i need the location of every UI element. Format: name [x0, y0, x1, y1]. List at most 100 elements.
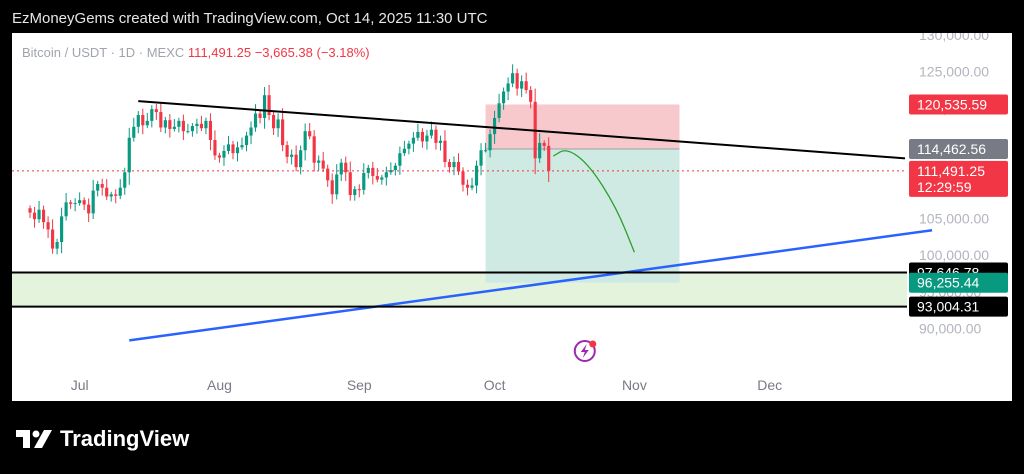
candle — [547, 137, 551, 182]
candle-body — [348, 172, 352, 196]
candle-body — [190, 126, 194, 132]
candle — [159, 102, 163, 133]
candle — [285, 141, 289, 164]
candle — [267, 84, 271, 121]
candle-body — [380, 177, 384, 180]
candle-body — [429, 129, 434, 136]
candle — [41, 205, 46, 229]
candle — [226, 136, 231, 155]
candle — [145, 112, 149, 129]
candle-body — [438, 140, 443, 143]
candle-body — [114, 194, 118, 196]
candle — [515, 68, 519, 96]
candle — [294, 145, 298, 172]
candle-body — [375, 175, 379, 180]
candle-body — [37, 209, 41, 220]
candle — [339, 158, 343, 182]
candle-body — [398, 153, 402, 166]
candle-body — [244, 135, 249, 146]
candle-body — [317, 160, 321, 163]
candle-body — [222, 150, 226, 158]
bar-countdown: 12:29:59 — [917, 179, 972, 195]
price-chart[interactable]: 90,000.0095,000.00100,000.00105,000.0011… — [12, 33, 1012, 401]
candle — [276, 113, 280, 137]
candle-body — [285, 145, 289, 157]
candle-body — [479, 150, 483, 166]
candle — [190, 123, 194, 137]
candle-body — [267, 95, 271, 116]
candle — [380, 174, 384, 185]
candle-body — [547, 145, 551, 171]
candle-body — [141, 115, 145, 126]
candle — [28, 205, 32, 219]
candle — [168, 114, 172, 138]
candle — [60, 207, 64, 254]
candle — [434, 125, 438, 150]
candle-body — [308, 131, 312, 137]
candle — [393, 162, 397, 176]
candle-body — [272, 115, 276, 129]
candle-body — [150, 109, 154, 121]
entry-price-label-bg — [909, 139, 1008, 160]
candle — [222, 145, 226, 166]
take-profit-zone — [485, 149, 680, 283]
candle-body — [28, 208, 32, 213]
candle — [154, 103, 158, 120]
candle — [213, 130, 217, 160]
stop-loss-zone — [485, 104, 680, 150]
tradingview-logo-icon — [16, 430, 52, 448]
candle — [46, 216, 50, 238]
candle — [452, 156, 456, 176]
candle — [375, 168, 379, 183]
candle — [303, 123, 307, 161]
candle-body — [474, 165, 479, 186]
y-tick-label: 90,000.00 — [919, 321, 981, 337]
candle-body — [32, 212, 37, 220]
target-price-label-bg — [909, 272, 1008, 293]
candle-body — [204, 120, 208, 129]
candle — [461, 167, 465, 192]
candle-body — [371, 167, 375, 176]
candle-body — [434, 129, 438, 143]
candle-body — [136, 115, 140, 127]
candle — [136, 111, 140, 134]
support-bottom-label: 93,004.31 — [917, 299, 979, 315]
candle-body — [470, 185, 474, 188]
candle-body — [339, 162, 343, 175]
candle — [511, 64, 515, 88]
candle-body — [100, 184, 104, 188]
candle-body — [493, 117, 497, 135]
candle-body — [483, 150, 488, 152]
candle — [114, 189, 118, 204]
symbol-legend[interactable]: Bitcoin / USDT · 1D · MEXC 111,491.25 −3… — [22, 45, 370, 60]
candle — [474, 160, 479, 194]
candle-body — [529, 90, 533, 102]
candle — [240, 137, 244, 150]
candle-body — [249, 127, 253, 136]
candle-body — [51, 229, 55, 249]
candle-body — [335, 174, 339, 195]
x-tick-label: Sep — [347, 377, 372, 393]
candle — [244, 131, 249, 152]
candle — [141, 108, 145, 135]
y-tick-label: 105,000.00 — [919, 211, 989, 227]
candle — [96, 180, 100, 197]
candle — [118, 179, 122, 200]
candle — [330, 173, 334, 204]
candle — [55, 238, 59, 255]
candle-body — [411, 137, 415, 144]
candle — [253, 104, 258, 132]
x-tick-label: Aug — [207, 377, 232, 393]
candle — [335, 164, 339, 200]
candle-body — [357, 189, 361, 191]
candle-body — [515, 73, 519, 89]
candle — [150, 105, 154, 128]
candle — [502, 87, 506, 110]
candle — [366, 164, 370, 179]
chart-panel[interactable]: 90,000.0095,000.00100,000.00105,000.0011… — [12, 33, 1012, 401]
candle-body — [226, 144, 231, 151]
candle — [308, 123, 312, 140]
candle-body — [330, 180, 334, 195]
candle — [425, 129, 429, 150]
candle-body — [542, 142, 546, 146]
